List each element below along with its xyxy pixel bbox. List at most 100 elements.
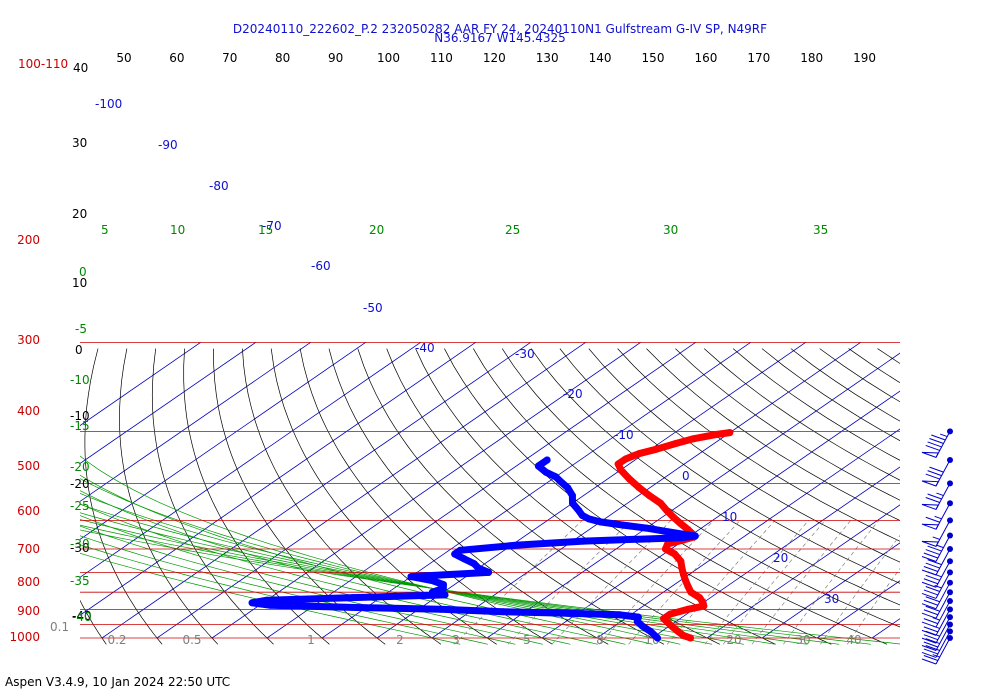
- temperature-profile-point: [677, 520, 684, 527]
- temperature-profile-point: [626, 475, 633, 483]
- dry-adiabat-line: [530, 348, 900, 606]
- dewpoint-profile-point: [596, 518, 604, 526]
- dewpoint-profile-point: [678, 534, 686, 542]
- isotherm-line: [156, 342, 586, 639]
- dry-adiabat-line: [761, 348, 900, 442]
- temperature-profile-point: [660, 615, 668, 623]
- isotherm-label: 20: [773, 551, 788, 565]
- dewpoint-profile-point: [569, 499, 576, 507]
- isotherm-label: -40: [415, 341, 435, 355]
- wind-barbs: [921, 428, 953, 665]
- dry-adiabat-line: [935, 349, 1000, 645]
- moist-adiabat-label: -5: [75, 322, 87, 336]
- temperature-profile-point: [666, 610, 674, 618]
- dry-adiabat-line: [993, 349, 1000, 645]
- temperature-profile-point: [674, 627, 682, 635]
- dewpoint-profile-point: [248, 599, 256, 607]
- temperature-profile-point: [662, 545, 669, 553]
- top-temperature-label: 80: [275, 51, 290, 65]
- dry-adiabat-line: [270, 348, 497, 645]
- corner-bottom-label: 0.1: [50, 620, 69, 634]
- isotherm-label: -10: [614, 428, 634, 442]
- dewpoint-profile-point: [456, 546, 464, 554]
- mixing-ratio-line: [820, 534, 900, 645]
- moist-adiabat-line: [80, 503, 598, 645]
- mixing-ratio-label: 40: [846, 633, 861, 647]
- top-temperature-label: 100: [377, 51, 400, 65]
- temperature-profile-point: [664, 619, 672, 627]
- top-temperature-label: 120: [483, 51, 506, 65]
- top-temperature-label: 150: [642, 51, 665, 65]
- isotherm-label: -50: [363, 301, 383, 315]
- isotherm-line: [706, 504, 900, 639]
- mixing-ratio-label: 0.5: [182, 633, 201, 647]
- dry-adiabat-line: [84, 348, 163, 645]
- pressure-label: 800: [17, 575, 40, 589]
- dewpoint-profile-point: [429, 577, 437, 585]
- mixing-ratio-line: [598, 520, 715, 645]
- dewpoint-profile-point: [437, 605, 444, 613]
- mixing-ratio-label: 5: [523, 633, 531, 647]
- moist-adiabat-top-label: 20: [369, 223, 384, 237]
- pressure-label: 500: [17, 459, 40, 473]
- wind-barb: [921, 635, 953, 665]
- dewpoint-profile-line: [248, 456, 699, 642]
- isotherm-line: [871, 618, 900, 639]
- isotherm-line: [266, 342, 696, 639]
- temperature-profile-point: [678, 564, 686, 572]
- mixing-ratio-label: 30: [795, 633, 810, 647]
- dewpoint-profile-point: [263, 596, 271, 604]
- dewpoint-profile-point: [654, 634, 661, 642]
- altitude-label: 30: [72, 136, 87, 150]
- isotherm-line: [80, 342, 366, 540]
- dewpoint-profile-point: [580, 537, 588, 545]
- dewpoint-profile-point: [564, 484, 572, 492]
- temperature-profile-point: [663, 506, 671, 514]
- isotherm-line: [80, 342, 311, 502]
- isotherm-line: [651, 466, 900, 639]
- isotherm-line: [816, 580, 900, 639]
- mixing-ratio-line: [723, 520, 826, 645]
- isotherm-line: [101, 342, 531, 639]
- mixing-ratio-line: [704, 520, 809, 645]
- wind-barb: [921, 589, 953, 619]
- isotherm-label: -60: [311, 259, 331, 273]
- mixing-ratio-line: [628, 520, 741, 645]
- temperature-profile-point: [687, 634, 694, 642]
- sounding-profiles: [248, 429, 734, 642]
- dry-adiabat-line: [906, 349, 1000, 645]
- dewpoint-profile-point: [575, 506, 583, 514]
- isotherm-label: -70: [262, 219, 282, 233]
- top-temperature-label: 90: [328, 51, 343, 65]
- dry-adiabat-line: [964, 349, 1000, 645]
- dry-adiabat-line: [790, 348, 900, 422]
- dewpoint-profile-point: [428, 588, 436, 596]
- dewpoint-profile-point: [619, 521, 627, 529]
- altitude-label: -10: [70, 409, 90, 423]
- moist-adiabat-line: [80, 515, 571, 645]
- moist-adiabat-line: [80, 478, 713, 645]
- moist-adiabat-label: -40: [72, 610, 92, 624]
- pressure-label: 1000: [9, 630, 40, 644]
- pressure-label: 300: [17, 333, 40, 347]
- temperature-profile-point: [687, 588, 695, 596]
- axis-labels: 50 60 70 80 90 100 110 120 130 140 150 160 170 180 190…: [9, 51, 876, 647]
- moist-adiabat-line: [80, 524, 872, 645]
- top-temperature-label: 50: [116, 51, 131, 65]
- temperature-profile-point: [677, 557, 685, 565]
- mixing-ratio-label: 20: [726, 633, 741, 647]
- isotherm-label: 0: [682, 469, 690, 483]
- moist-adiabat-top-label: 35: [813, 223, 828, 237]
- wind-barb: [921, 579, 953, 610]
- dewpoint-profile-point: [362, 604, 370, 612]
- chart-title-line2: N36.9167 W145.4325: [434, 31, 566, 45]
- isotherm-label: -20: [563, 387, 583, 401]
- dry-adiabat-line: [10, 349, 51, 645]
- isotherm-label: -90: [158, 138, 178, 152]
- isotherm-label: -100: [95, 97, 122, 111]
- dewpoint-profile-point: [407, 573, 415, 581]
- altitude-label: -30: [70, 541, 90, 555]
- dry-adiabat-line: [415, 348, 776, 645]
- moist-adiabat-line: [80, 529, 900, 645]
- moist-adiabat-line: [80, 519, 840, 645]
